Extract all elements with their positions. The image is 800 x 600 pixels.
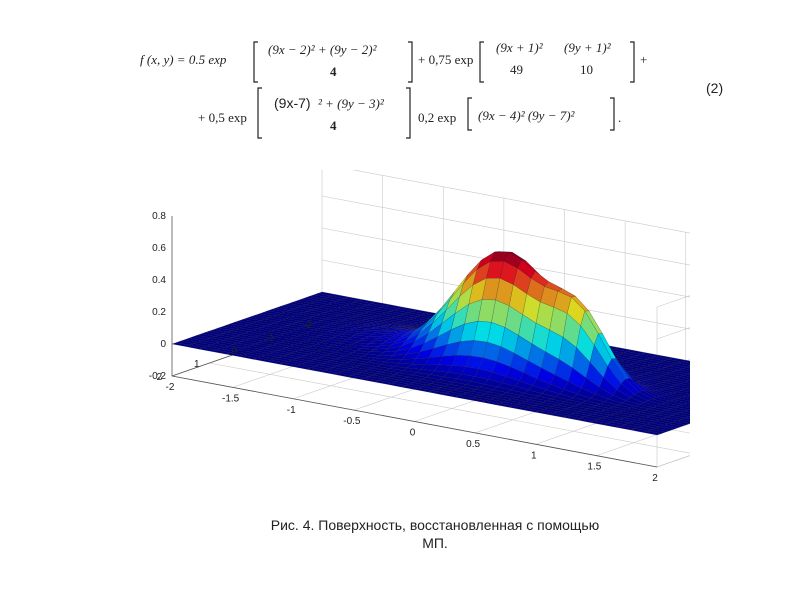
x-tick-label: 0.5 [466,439,480,450]
bracket-4-right [610,97,615,131]
formula-den1: 4 [330,64,337,79]
bracket-3-left [257,87,262,139]
x-tick-label: -1.5 [222,393,240,404]
bracket-1-right [408,41,413,83]
bracket-3-right [406,87,411,139]
grid-line-y-floor [209,362,695,455]
formula-den3: 10 [580,62,593,77]
bracket-1-left [253,41,258,83]
x-axis-line [171,375,658,468]
x-tick-label: 1.5 [587,462,601,473]
z-tick-label: -0.2 [149,371,167,382]
formula-den2: 49 [510,62,523,77]
x-tick-label: 0 [410,428,416,439]
caption-line-1: Рис. 4. Поверхность, восстановленная с п… [270,517,600,533]
z-tick-label: 0.8 [152,211,166,222]
formula-plus-end: + [640,52,647,67]
equation-number: (2) [706,80,724,96]
formula-lhs: f (x, y) = 0.5 exp [140,52,227,67]
formula-term5: (9x − 4)² (9y − 7)² [478,108,576,123]
formula-den4: 4 [330,118,337,133]
z-tick-label: 0.6 [152,243,166,254]
x-tick-label: 2 [652,473,658,484]
z-tick-label: 0.2 [152,307,166,318]
formula-minus2: 0,2 exp [418,110,456,125]
x-tick-label: 1 [531,450,537,461]
surface-plot: -0.2 0 0.2 0.4 0.6 0.8 -2 -1.5 -1 -0.5 0 0.5 1 1.5 2 -2… [130,163,800,515]
formula: f (x, y) = 0.5 exp (9x − 2)² + (9y − 2)²… [140,26,660,146]
surface-mesh [171,251,800,436]
x-tick-label: -2 [166,382,175,393]
x-tick-label: -0.5 [343,416,361,427]
y-tick-label: -2 [303,320,312,331]
surface-cell [171,342,191,347]
formula-num1: (9x − 2)² + (9y − 2)² [268,42,378,57]
bracket-4-left [467,97,472,131]
caption-line-2: МП. [422,535,448,551]
formula-num3: (9y + 1)² [564,40,612,55]
z-tick-label: 0.4 [152,275,166,286]
figure-caption: Рис. 4. Поверхность, восстановленная с п… [200,516,670,552]
y-tick-label: 2 [156,372,162,383]
formula-plus1: + 0,75 exp [418,52,473,67]
formula-num4a: (9x-7) [274,95,311,111]
formula-num4b: ² + (9y − 3)² [318,96,385,111]
bracket-2-right [630,41,635,83]
z-tick-label: 0 [160,339,166,350]
tick-labels: -0.2 0 0.2 0.4 0.6 0.8 -2 -1.5 -1 -0.5 0 0.5 1 1.5 2 -2… [149,211,658,484]
y-tick-label: 0 [231,346,237,357]
y-tick-label: -1 [266,333,275,344]
formula-end: . [618,110,621,125]
surface-plot-svg: -0.2 0 0.2 0.4 0.6 0.8 -2 -1.5 -1 -0.5 0 0.5 1 1.5 2 -2… [149,163,800,484]
formula-svg: f (x, y) = 0.5 exp (9x − 2)² + (9y − 2)²… [140,40,647,139]
y-tick-label: 1 [194,359,200,370]
bracket-2-left [479,41,484,83]
formula-lhs2: + 0,5 exp [198,110,247,125]
formula-num2: (9x + 1)² [496,40,544,55]
x-tick-label: -1 [287,405,296,416]
